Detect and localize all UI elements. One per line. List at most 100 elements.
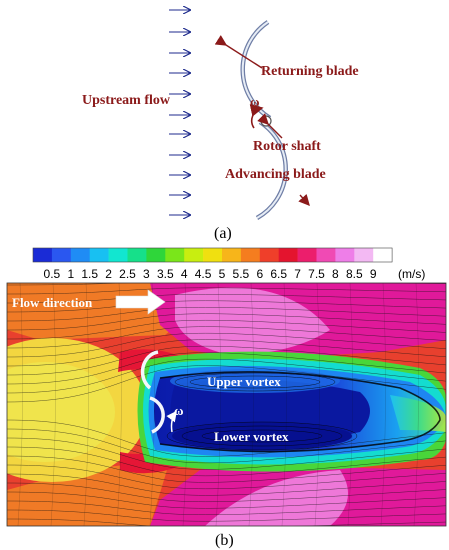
colorbar-ticks: 0.5 1 1.5 2 2.5 3 3.5 4 4.5 5 5.5 6 6.5 7 7.5 8 8.5 9 (44, 267, 377, 281)
streamline (7, 339, 446, 367)
streamline (7, 446, 446, 477)
returning-blade-pointer (214, 35, 263, 69)
colorbar-swatch (70, 248, 90, 262)
upstream-flow-label: Upstream flow (82, 93, 171, 108)
colorbar-swatch (335, 248, 355, 262)
colorbar-swatch (203, 248, 223, 262)
colorbar-swatch (354, 248, 374, 262)
streamline (7, 294, 446, 304)
colorbar-swatch (146, 248, 166, 262)
colorbar-swatch (259, 248, 279, 262)
colorbar-tick-label: 6.5 (270, 267, 287, 281)
grid-line (50, 283, 56, 526)
rotor-blade-lower (149, 396, 165, 434)
streamline (7, 326, 446, 349)
colorbar-tick-label: 1.5 (81, 267, 98, 281)
streamline (7, 428, 446, 464)
colorbar-swatch (165, 248, 185, 262)
colorbar-tick-label: 5.5 (233, 267, 250, 281)
colorbar-tick-label: 2.5 (119, 267, 136, 281)
upper-vortex-label: Upper vortex (207, 374, 281, 389)
grid-line (215, 283, 221, 526)
rotor-blade-upper (140, 350, 159, 390)
streamline (7, 455, 446, 483)
flow-direction-arrow (115, 289, 166, 315)
rotor-shaft-label: Rotor shaft (253, 139, 321, 154)
streamline (7, 437, 446, 470)
colorbar-swatch (33, 248, 53, 262)
caption-b: (b) (215, 532, 234, 549)
rotation-arrow (249, 104, 264, 129)
colorbar-tick-label: 4 (181, 267, 188, 281)
colorbar-swatch (89, 248, 109, 262)
colorbar-tick-label: 3.5 (157, 267, 174, 281)
grid-line (314, 283, 320, 526)
colorbar-swatch (373, 248, 393, 262)
streamline (7, 491, 446, 509)
rotor-shaft-pointer (257, 113, 283, 139)
panel-b: 0.5 1 1.5 2 2.5 3 3.5 4 4.5 5 5.5 6 6.5 7 7.5 8 8.5 9 (m/… (6, 247, 447, 549)
colorbar-tick-label: 8.5 (346, 267, 363, 281)
colorbar-tick-label: 0.5 (44, 267, 61, 281)
returning-blade-label: Returning blade (261, 64, 359, 79)
streamline (7, 300, 446, 313)
grid-line (413, 283, 419, 526)
colorbar-swatch (184, 248, 204, 262)
colorbar-swatch (127, 248, 147, 262)
flow-direction-label: Flow direction (12, 295, 93, 310)
vortex-streamlines (159, 371, 441, 453)
streamline (7, 518, 446, 526)
colorbar-tick-label: 7.5 (308, 267, 325, 281)
grid-line (248, 283, 254, 526)
colorbar-tick-label: 3 (143, 267, 150, 281)
streamline (7, 332, 446, 358)
colorbar-tick-label: 1 (67, 267, 74, 281)
colorbar-swatch (222, 248, 242, 262)
streamline (7, 365, 446, 403)
colorbar-swatch (51, 248, 72, 262)
grid-line (17, 283, 23, 526)
grid-line (149, 283, 155, 526)
colorbar-swatch (240, 248, 261, 262)
rotation-arrow-b (166, 410, 177, 433)
omega-label-a: ω (250, 94, 260, 109)
rotor-shaft (260, 115, 272, 127)
colorbar-swatch (278, 248, 298, 262)
streamline (7, 419, 446, 457)
colorbar-tick-label: 6 (256, 267, 263, 281)
colorbar-swatch (316, 248, 336, 262)
colorbar-tick-label: 8 (332, 267, 339, 281)
grid-line (116, 283, 122, 526)
panel-a: Returning blade Upstream flow ω Rotor sh… (82, 10, 359, 242)
streamlines (7, 283, 446, 526)
colorbar-tick-label: 9 (370, 267, 377, 281)
upstream-arrows (169, 10, 190, 215)
advancing-blade-pointer (298, 193, 310, 207)
grid-line (182, 283, 188, 526)
omega-label-b: ω (174, 403, 184, 418)
colorbar-tick-label: 4.5 (195, 267, 212, 281)
streamline (7, 509, 446, 522)
colorbar (32, 247, 393, 263)
streamline (7, 345, 446, 376)
caption-a: (a) (214, 225, 232, 242)
streamline (7, 287, 446, 295)
grid-line (347, 283, 353, 526)
colorbar-swatch (297, 248, 317, 262)
streamline (7, 482, 446, 502)
colorbar-swatch (108, 248, 128, 262)
streamline (7, 464, 446, 490)
colorbar-tick-label: 7 (294, 267, 301, 281)
advancing-blade-label: Advancing blade (225, 167, 326, 182)
colorbar-tick-label: 5 (219, 267, 226, 281)
streamline (7, 352, 446, 385)
streamline (7, 307, 446, 322)
streamline (7, 320, 446, 340)
colorbar-tick-label: 2 (105, 267, 112, 281)
streamline (7, 313, 446, 331)
streamline (7, 473, 446, 496)
velocity-field (7, 283, 446, 526)
streamline (7, 500, 446, 515)
colorbar-unit: (m/s) (398, 267, 425, 281)
